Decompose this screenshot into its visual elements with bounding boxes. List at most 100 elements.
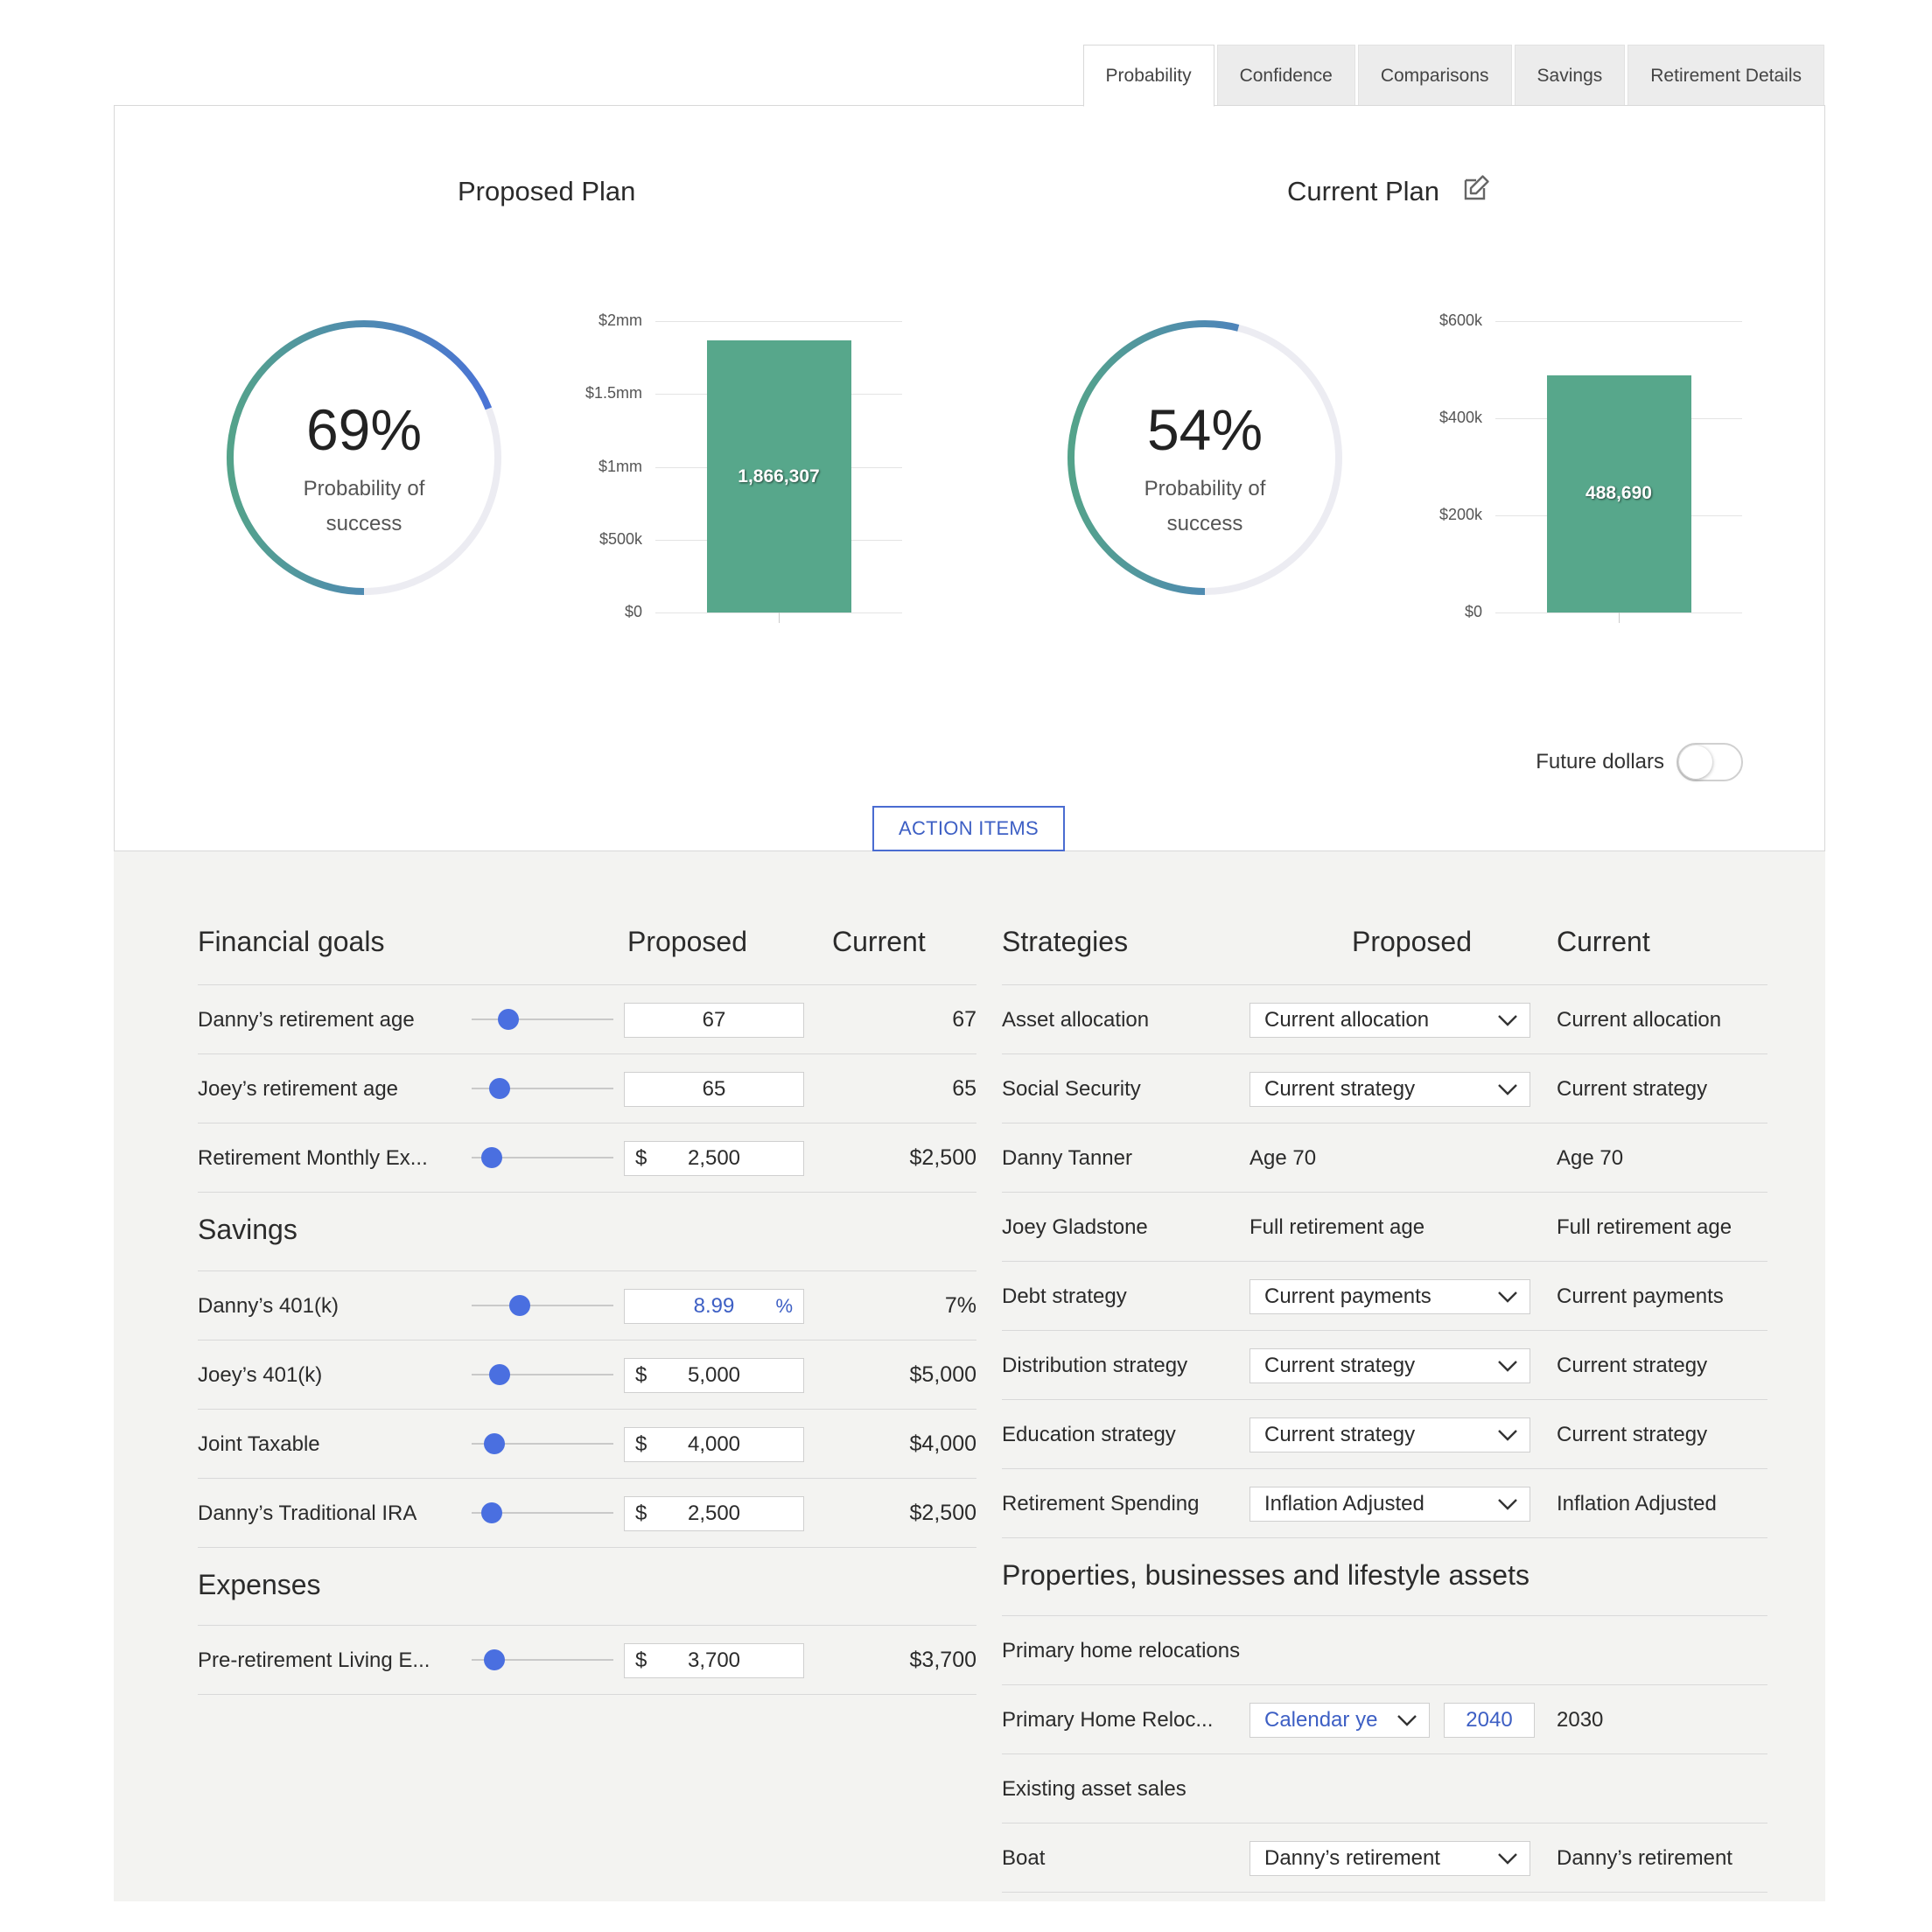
current-chart-y-tick-label: $600k xyxy=(1438,312,1482,329)
strategy-dropdown[interactable]: Current strategy xyxy=(1250,1072,1530,1107)
probability-panel: Proposed Plan Current Plan 69% Probabili… xyxy=(114,105,1825,851)
proposed-chart-y-tick-label: $1mm xyxy=(598,457,642,475)
goal-row: Joey’s retirement age 65 65 xyxy=(198,1054,976,1123)
input-value: 2040 xyxy=(1466,1708,1513,1732)
current-value: Current strategy xyxy=(1557,1423,1708,1446)
financial-goals-heading: Financial goals xyxy=(198,926,385,957)
slider-track[interactable] xyxy=(472,1295,613,1316)
dropdown-value: Current strategy xyxy=(1264,1354,1416,1377)
slider-thumb[interactable] xyxy=(489,1078,511,1099)
slider-track[interactable] xyxy=(472,1649,613,1670)
slider-thumb[interactable] xyxy=(483,1649,505,1670)
amount-input[interactable]: 8.99% xyxy=(624,1289,804,1324)
plan-details-section: Financial goals Proposed Current Danny’s… xyxy=(114,851,1825,1901)
row-label: Debt strategy xyxy=(1002,1284,1127,1308)
row-label: Joey’s retirement age xyxy=(198,1077,399,1101)
tab-probability[interactable]: Probability xyxy=(1082,45,1214,107)
goal-row: Danny’s Traditional IRA $2,500 $2,500 xyxy=(198,1478,976,1547)
proposed-chart-bar: 1,866,307 xyxy=(706,340,851,612)
slider-track[interactable] xyxy=(472,1502,613,1523)
tab-confidence[interactable]: Confidence xyxy=(1216,45,1355,106)
amount-input[interactable]: 65 xyxy=(624,1072,804,1107)
strategy-dropdown[interactable]: Calendar ye xyxy=(1250,1703,1430,1738)
input-value: 8.99 xyxy=(693,1294,735,1318)
amount-input[interactable]: $3,700 xyxy=(624,1643,804,1678)
row-label: Existing asset sales xyxy=(1002,1777,1186,1801)
chevron-down-icon xyxy=(1496,1494,1519,1514)
tab-savings[interactable]: Savings xyxy=(1514,45,1626,106)
strategy-row: Asset allocation Current allocation Curren… xyxy=(1002,984,1768,1054)
amount-input[interactable]: $4,000 xyxy=(624,1427,804,1462)
strategy-dropdown[interactable]: Danny’s retirement xyxy=(1250,1841,1530,1876)
goal-row: Pre-retirement Living E... $3,700 $3,700 xyxy=(198,1625,976,1694)
chevron-down-icon xyxy=(1496,1849,1519,1868)
currency-prefix: $ xyxy=(635,1363,648,1387)
strategy-row: Social Security Current strategy Current s… xyxy=(1002,1054,1768,1123)
relocation-row: Primary Home Reloc... Calendar ye 2040 2030 xyxy=(1002,1684,1768,1754)
proposed-chart-y-tick-label: $1.5mm xyxy=(584,384,642,402)
goal-row: Retirement Monthly Ex... $2,500 $2,500 xyxy=(198,1123,976,1192)
current-value: Age 70 xyxy=(1557,1146,1624,1170)
proposed-percent-caption: Probability of success xyxy=(303,477,425,536)
slider-track[interactable] xyxy=(472,1009,613,1030)
section-end-divider xyxy=(1002,1892,1768,1893)
strategy-row: Education strategy Current strategy Curren… xyxy=(1002,1399,1768,1468)
relocation-year-input[interactable]: 2040 xyxy=(1444,1703,1535,1738)
current-chart-y-tick-label: $0 xyxy=(1464,603,1482,620)
amount-input[interactable]: 67 xyxy=(624,1003,804,1038)
current-value: Full retirement age xyxy=(1557,1215,1732,1239)
proposed-value: Age 70 xyxy=(1250,1146,1317,1170)
row-label: Danny’s retirement age xyxy=(198,1008,415,1032)
dropdown-value: Current allocation xyxy=(1264,1008,1430,1032)
goal-row: Danny’s retirement age 67 67 xyxy=(198,984,976,1054)
expenses-heading: Expenses xyxy=(198,1569,321,1600)
slider-thumb[interactable] xyxy=(509,1295,531,1316)
input-value: 67 xyxy=(702,1008,726,1032)
strategy-row: Retirement Spending Inflation Adjusted Inf… xyxy=(1002,1468,1768,1537)
currency-prefix: $ xyxy=(635,1146,648,1170)
amount-input[interactable]: $2,500 xyxy=(624,1496,804,1531)
current-value: $2,500 xyxy=(909,1501,976,1525)
slider-track[interactable] xyxy=(472,1364,613,1385)
strategies-proposed-heading: Proposed xyxy=(1352,926,1472,957)
slider-thumb[interactable] xyxy=(480,1147,502,1168)
chevron-down-icon xyxy=(1496,1287,1519,1306)
current-value: 67 xyxy=(952,1007,976,1032)
currency-prefix: $ xyxy=(635,1502,648,1525)
action-items-button[interactable]: ACTION ITEMS xyxy=(872,806,1065,851)
current-bar-chart: $0 $200k $400k $600k 488,690 xyxy=(1401,290,1856,631)
future-dollars-toggle[interactable] xyxy=(1676,743,1743,781)
row-label: Joey’s 401(k) xyxy=(198,1363,323,1387)
slider-track[interactable] xyxy=(472,1147,613,1168)
strategy-dropdown[interactable]: Inflation Adjusted xyxy=(1250,1487,1530,1522)
tab-retirement-details[interactable]: Retirement Details xyxy=(1628,45,1824,106)
percent-suffix: % xyxy=(775,1295,793,1317)
currency-prefix: $ xyxy=(635,1432,648,1456)
row-label: Primary home relocations xyxy=(1002,1639,1241,1662)
input-value: 4,000 xyxy=(687,1432,741,1456)
asset-sales-subheading-row: Existing asset sales xyxy=(1002,1754,1768,1823)
slider-thumb[interactable] xyxy=(489,1364,511,1385)
slider-thumb[interactable] xyxy=(483,1433,505,1454)
current-value: Current strategy xyxy=(1557,1077,1708,1101)
amount-input[interactable]: $5,000 xyxy=(624,1358,804,1393)
edit-icon[interactable] xyxy=(1460,172,1492,204)
goal-row: Danny’s 401(k) 8.99% 7% xyxy=(198,1270,976,1340)
strategy-dropdown[interactable]: Current strategy xyxy=(1250,1418,1530,1452)
strategy-dropdown[interactable]: Current payments xyxy=(1250,1279,1530,1314)
proposed-gauge-ring xyxy=(227,320,501,595)
amount-input[interactable]: $2,500 xyxy=(624,1141,804,1176)
tab-comparisons[interactable]: Comparisons xyxy=(1357,45,1512,106)
current-value: $2,500 xyxy=(909,1145,976,1170)
slider-thumb[interactable] xyxy=(480,1502,502,1523)
slider-track[interactable] xyxy=(472,1433,613,1454)
slider-track[interactable] xyxy=(472,1078,613,1099)
chevron-down-icon xyxy=(1496,1425,1519,1445)
section-end-divider xyxy=(198,1694,976,1695)
strategy-dropdown[interactable]: Current strategy xyxy=(1250,1348,1530,1383)
current-plan-title: Current Plan xyxy=(1287,176,1440,206)
strategy-dropdown[interactable]: Current allocation xyxy=(1250,1003,1530,1038)
slider-thumb[interactable] xyxy=(498,1009,520,1030)
current-value: 65 xyxy=(952,1076,976,1101)
dropdown-value: Current strategy xyxy=(1264,1077,1416,1101)
